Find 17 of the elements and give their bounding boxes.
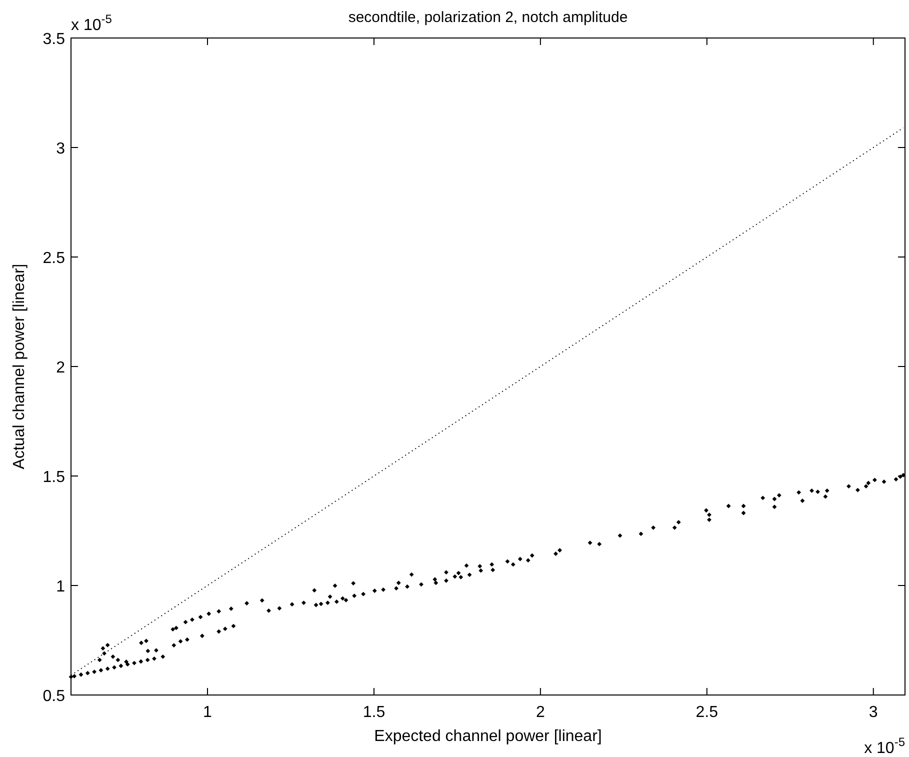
y-tick-label: 1.5 <box>42 469 66 486</box>
y-tick-label: 0.5 <box>42 688 66 705</box>
y-tick-label: 3.5 <box>42 31 66 48</box>
x-tick-label: 2 <box>536 704 545 721</box>
x-tick-label: 3 <box>868 704 878 721</box>
y-tick-label: 2.5 <box>42 250 66 267</box>
x-tick-label: 1.5 <box>362 704 386 721</box>
y-axis-title: Actual channel power [linear] <box>11 264 28 470</box>
text: x 10$^{-5}$ <box>71 12 112 34</box>
y-tick-label: 2 <box>56 360 66 376</box>
y-tick-label: 3 <box>56 140 66 158</box>
y-tick-label: 1 <box>56 578 66 596</box>
x-tick-label: 2.5 <box>696 704 718 721</box>
chart-title: secondtile, polarization 2, notch amplitude <box>348 9 628 26</box>
x-axis-title: Expected channel power [linear] <box>374 728 602 745</box>
x-tick-label: 1 <box>203 704 212 721</box>
text: x 10$^{-5}$ <box>864 735 906 757</box>
